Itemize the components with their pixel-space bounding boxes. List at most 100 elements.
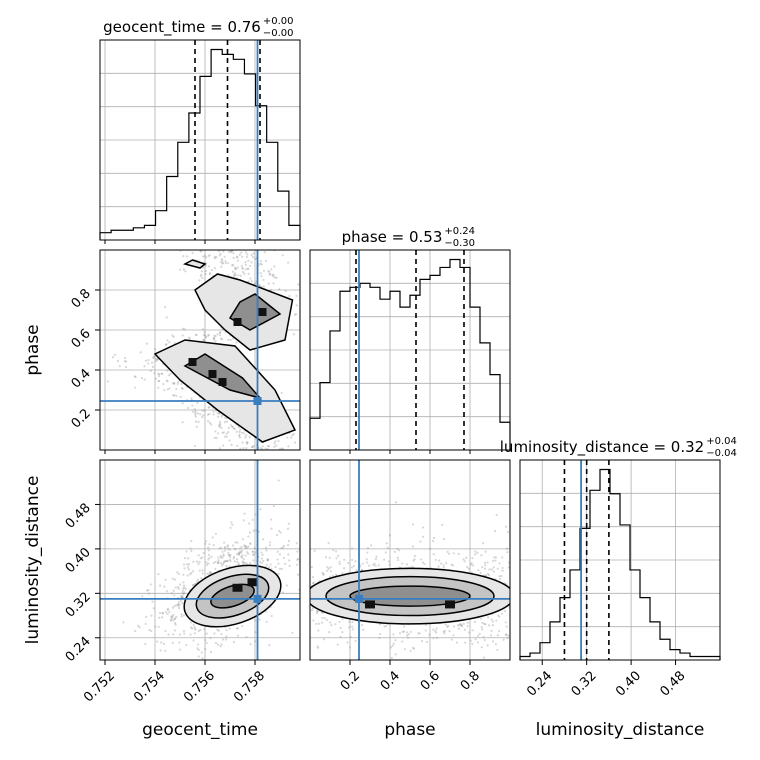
title-plus-luminosity_distance: +0.04 [706,436,737,447]
sample-point [287,261,290,264]
sample-point [267,269,270,272]
sample-point [267,444,270,448]
sample-point [289,436,293,439]
y-axis-label-phase: phase [23,324,43,375]
sample-point [388,534,391,537]
sample-point [223,560,226,563]
sample-point [172,382,176,385]
sample-point [141,595,144,598]
sample-point [240,556,244,559]
sample-point [170,616,174,619]
sample-point [245,434,248,437]
panel-frame [99,249,301,451]
sample-point [181,592,184,595]
sample-point [277,572,280,576]
sample-point [183,586,186,589]
sample-point [280,391,283,394]
title-phase: phase = 0.53 +0.24−0.30 [342,226,475,249]
sample-point [182,629,186,633]
sample-point [154,377,158,380]
sample-point [491,623,494,627]
sample-point [215,436,218,440]
sample-point [452,552,455,555]
sample-point [296,558,299,562]
sample-point [435,636,439,639]
sample-point [335,550,338,553]
sample-point [374,557,377,561]
sample-point [443,632,446,635]
sample-point [201,266,205,269]
sample-point [143,378,146,381]
sample-point [190,626,193,629]
sample-point [231,544,235,547]
sample-point [223,435,227,438]
sample-point [238,551,241,554]
sample-point [186,406,190,410]
sample-point [165,590,168,593]
sample-point [221,259,224,262]
sample-point [315,611,319,614]
sample-point [351,628,355,631]
sample-point [254,513,257,516]
sample-point [246,267,249,270]
sample-point [183,328,186,331]
sample-point [324,556,328,559]
density-peak [233,318,242,326]
sample-point [403,625,406,628]
x-tick-label-luminosity_distance: 0.48 [658,668,689,699]
sample-point [234,268,237,271]
sample-point [202,414,205,417]
sample-point [384,551,387,554]
y-tick-label-phase: 0.6 [69,326,94,351]
sample-point [442,566,445,569]
sample-point [498,615,501,618]
sample-point [350,558,354,562]
sample-point [230,250,233,253]
sample-point [327,567,330,570]
sample-point [150,629,153,633]
sample-point [196,401,199,404]
sample-point [184,587,187,590]
sample-point [266,559,270,562]
y-tick-label-luminosity_distance: 0.40 [63,545,94,576]
sample-point [201,255,205,258]
title-luminosity_distance: luminosity_distance = 0.32 +0.04−0.04 [500,436,737,459]
sample-point [215,255,218,259]
sample-point [238,552,241,555]
sample-point [460,625,463,628]
sample-point [362,628,365,631]
sample-point [252,255,255,259]
sample-point [219,422,222,426]
sample-point [227,338,230,341]
sample-point [220,426,223,429]
sample-point [262,285,265,288]
sample-point [332,549,335,552]
y-tick-label-luminosity_distance: 0.24 [63,634,94,665]
sample-point [220,633,223,636]
sample-point [244,554,247,557]
sample-point [207,255,210,258]
sample-point [222,250,225,253]
sample-point [377,564,380,567]
sample-point [176,382,179,386]
sample-point [348,620,351,623]
sample-point [164,578,167,581]
sample-point [484,623,487,626]
sample-point [124,365,128,369]
sample-point [188,337,191,340]
sample-point [274,565,277,569]
sample-point [265,549,268,552]
sample-point [164,305,167,309]
sample-point [312,581,315,584]
sample-point [148,628,151,632]
sample-point [208,570,211,574]
sample-point [268,544,272,547]
sample-point [407,633,410,636]
sample-point [238,430,241,434]
sample-point [431,539,435,543]
sample-point [498,575,501,578]
sample-point [398,631,402,635]
sample-point [167,374,171,377]
sample-point [230,443,233,446]
sample-point [249,562,252,565]
